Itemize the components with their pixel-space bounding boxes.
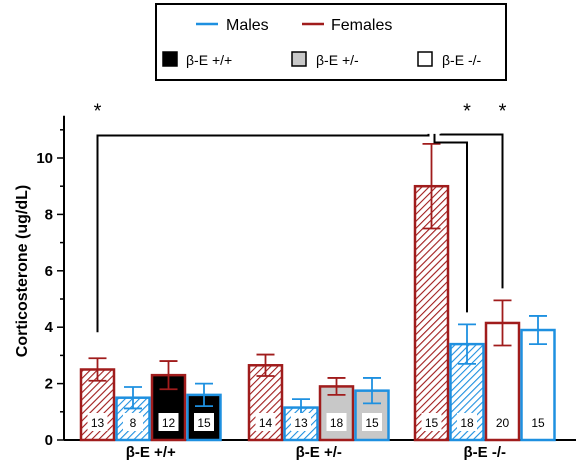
y-tick-label: 6 [45, 263, 53, 280]
legend-wt-swatch [162, 51, 178, 67]
x-group-label: β-E -/- [464, 444, 506, 461]
n-label-box [87, 413, 108, 431]
legend-het-label: β-E +/- [316, 52, 359, 68]
significance-star: * [499, 100, 507, 122]
n-label-box [194, 413, 214, 431]
legend-males-label: Males [226, 17, 269, 34]
n-label-box [457, 413, 477, 431]
n-label: 20 [496, 416, 510, 430]
n-label: 15 [425, 416, 439, 430]
n-label-box [158, 413, 179, 431]
legend-females-label: Females [331, 17, 392, 34]
y-tick-label: 8 [45, 206, 53, 223]
n-label: 15 [531, 416, 545, 430]
n-label: 15 [365, 416, 379, 430]
n-label-box [255, 413, 276, 431]
significance-bracket [96, 133, 430, 333]
significance-brackets: * * * [94, 100, 507, 333]
n-label-box [421, 413, 442, 431]
significance-bracket [439, 133, 504, 289]
n-label: 13 [91, 416, 105, 430]
y-tick-label: 0 [45, 432, 53, 449]
legend-frame [155, 3, 507, 81]
n-label: 18 [330, 416, 344, 430]
significance-star: * [94, 100, 102, 122]
legend: Males Females β-E +/+ β-E +/- β-E -/- [155, 3, 507, 81]
n-label-box [291, 413, 311, 431]
legend-wt-label: β-E +/+ [186, 52, 232, 68]
y-tick-label: 4 [45, 319, 54, 336]
bar [413, 184, 450, 442]
y-tick-label: 2 [45, 376, 53, 393]
significance-bracket [433, 133, 468, 313]
n-label: 8 [130, 416, 137, 430]
bars: 13 8 12 15 β-E +/+ 14 13 18 15 β-E +/- 15 18 20 15 β-E… [79, 142, 556, 461]
n-label-box [326, 413, 347, 431]
n-label: 15 [197, 416, 211, 430]
n-label: 14 [259, 416, 273, 430]
n-label-box [362, 413, 382, 431]
n-label-box [123, 413, 143, 431]
bar [520, 328, 556, 442]
y-axis-label: Corticosterone (ug/dL) [14, 185, 31, 357]
significance-star: * [463, 100, 471, 122]
legend-ko-label: β-E -/- [442, 52, 481, 68]
n-label: 13 [294, 416, 308, 430]
n-label: 18 [460, 416, 474, 430]
legend-het-swatch [291, 51, 307, 67]
legend-ko-swatch [417, 51, 433, 67]
n-label: 12 [162, 416, 176, 430]
y-tick-label: 10 [36, 150, 53, 167]
x-group-label: β-E +/- [296, 444, 342, 461]
x-group-label: β-E +/+ [126, 444, 176, 461]
